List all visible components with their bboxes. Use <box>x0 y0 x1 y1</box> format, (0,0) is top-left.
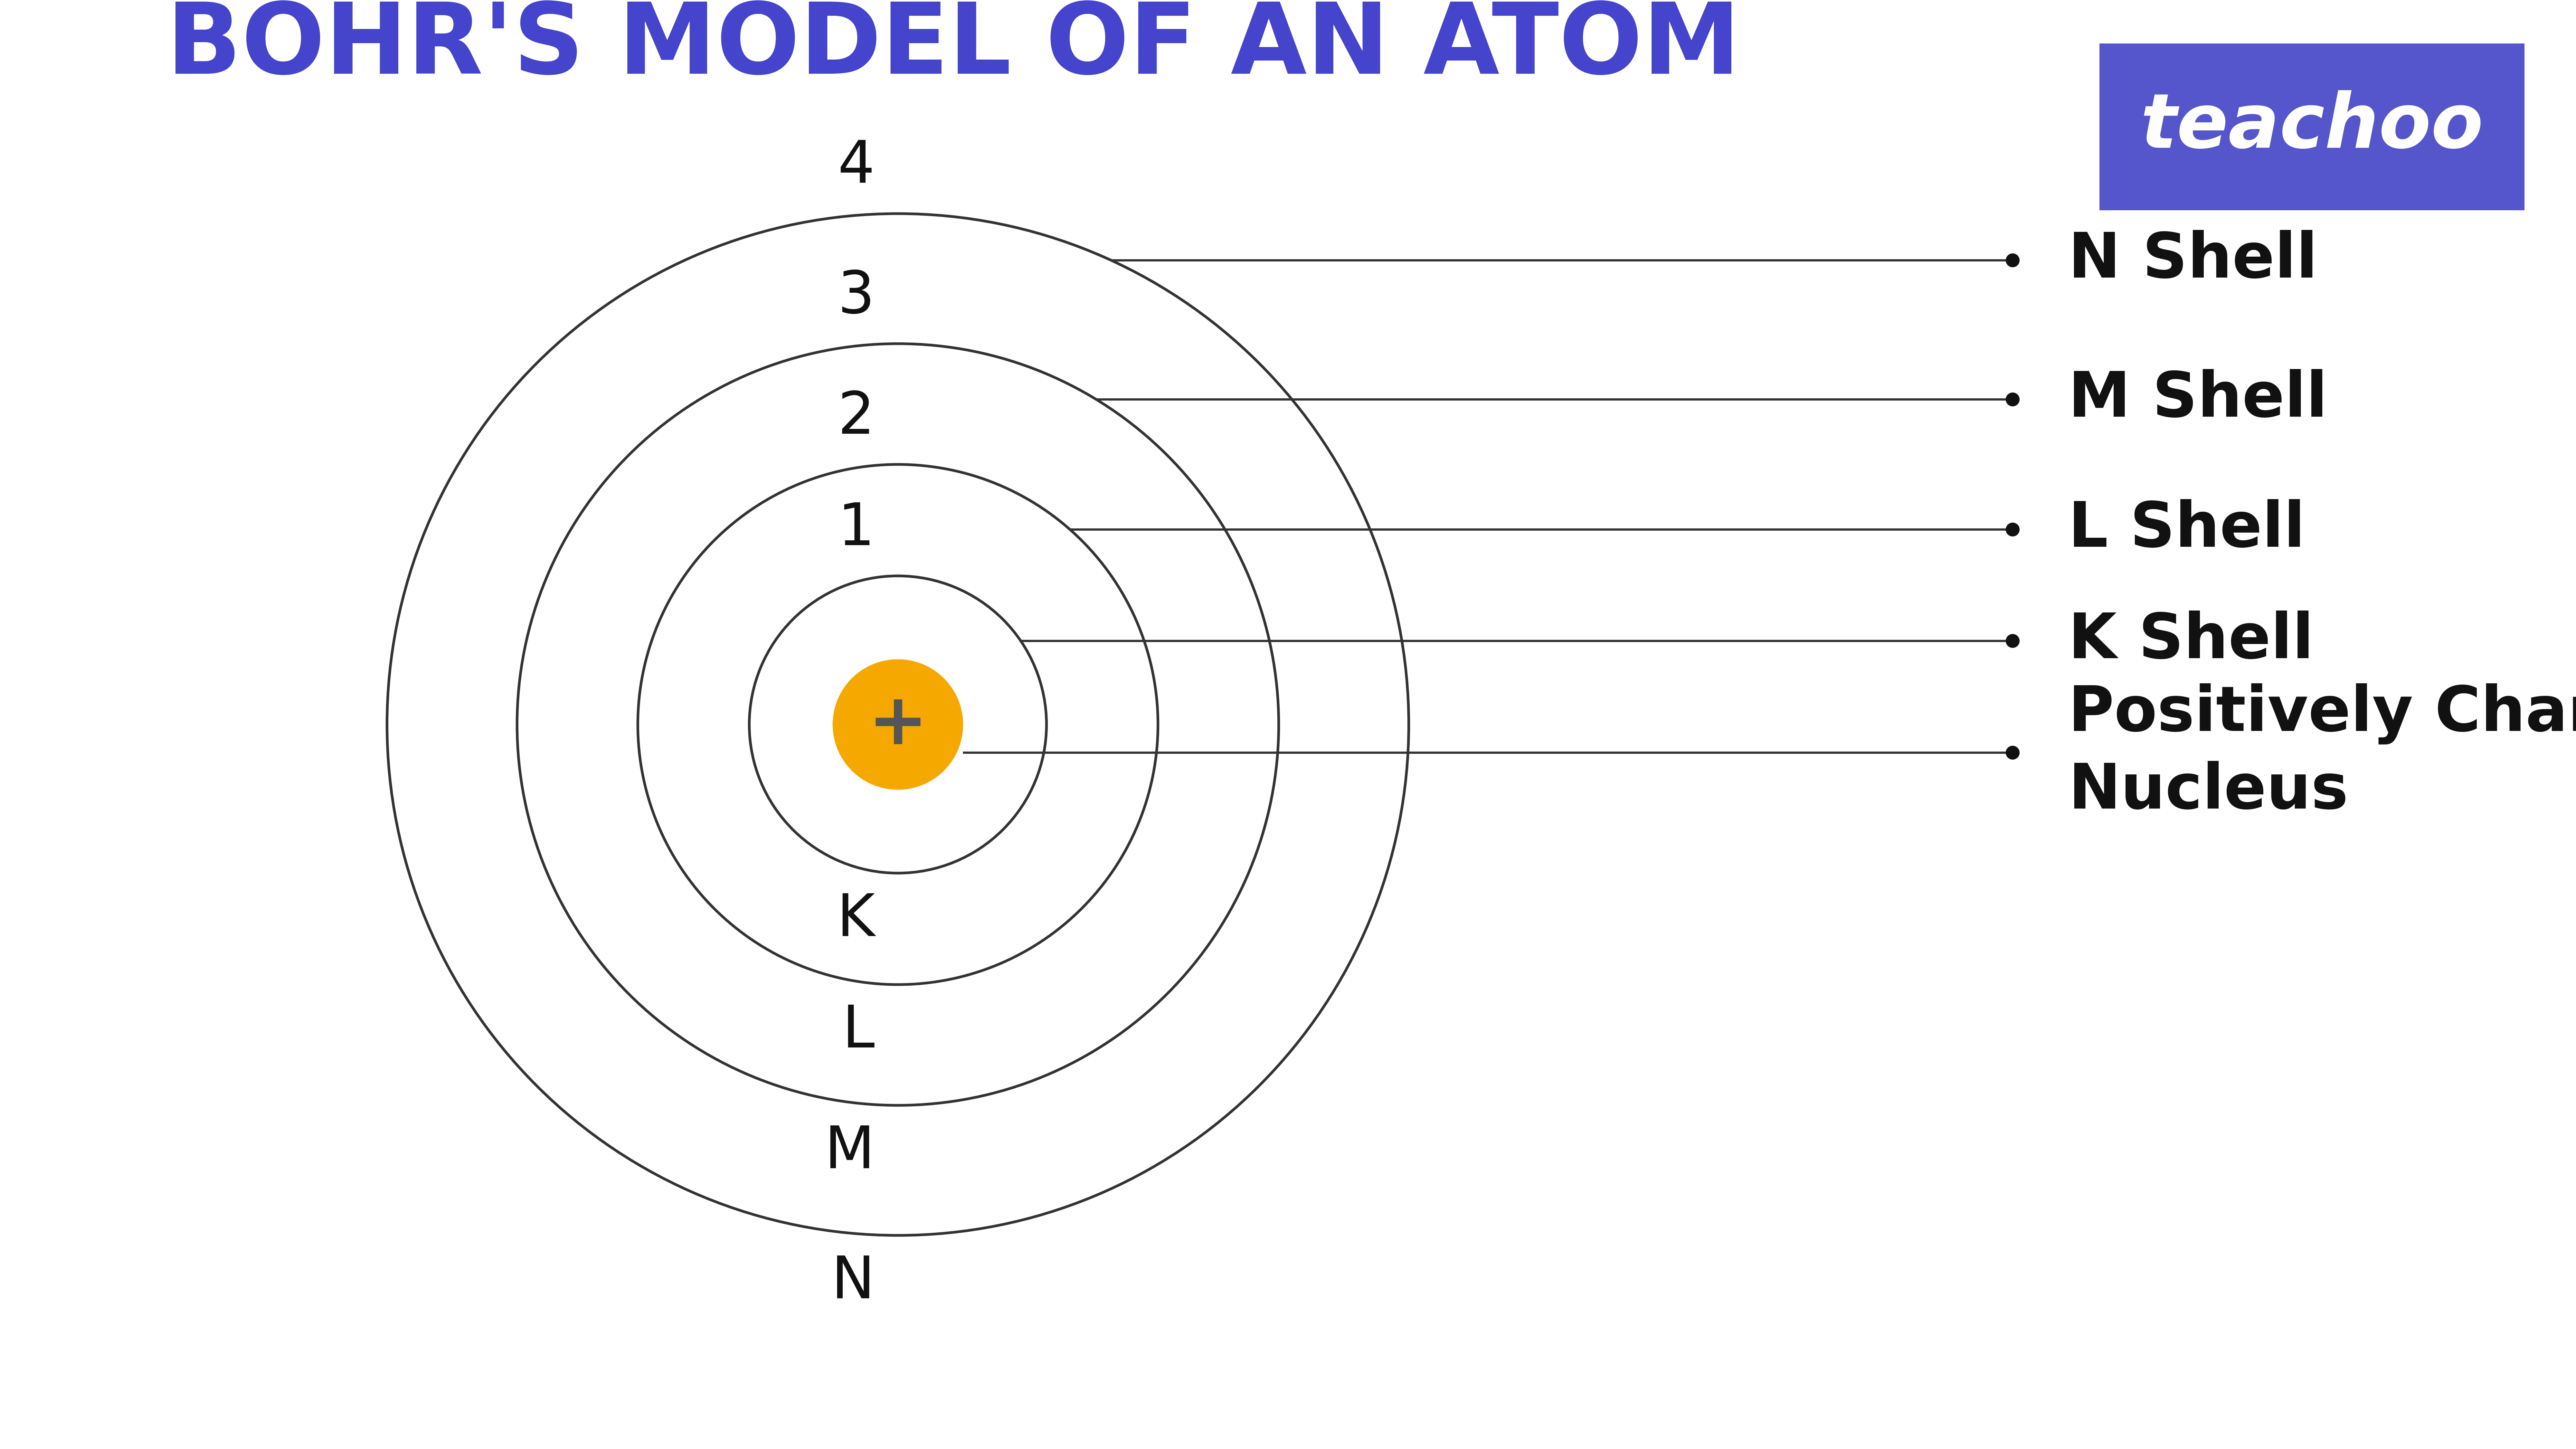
Text: BOHR'S MODEL OF AN ATOM: BOHR'S MODEL OF AN ATOM <box>167 0 1741 94</box>
Text: M: M <box>824 1124 876 1181</box>
Text: N: N <box>832 1253 876 1310</box>
Circle shape <box>832 659 963 790</box>
Text: +: + <box>868 690 927 759</box>
FancyBboxPatch shape <box>2066 30 2558 223</box>
Text: teachoo: teachoo <box>2141 90 2483 164</box>
Text: L Shell: L Shell <box>2069 498 2306 559</box>
Text: M Shell: M Shell <box>2069 369 2329 430</box>
Text: Positively Charged
Nucleus: Positively Charged Nucleus <box>2069 682 2576 822</box>
Text: K: K <box>837 891 876 948</box>
Text: K Shell: K Shell <box>2069 610 2313 671</box>
Text: 2: 2 <box>837 390 876 446</box>
Text: 3: 3 <box>837 268 876 325</box>
Text: L: L <box>842 1003 876 1059</box>
Text: 1: 1 <box>837 501 876 558</box>
Text: N Shell: N Shell <box>2069 230 2318 290</box>
Text: 4: 4 <box>837 139 876 196</box>
